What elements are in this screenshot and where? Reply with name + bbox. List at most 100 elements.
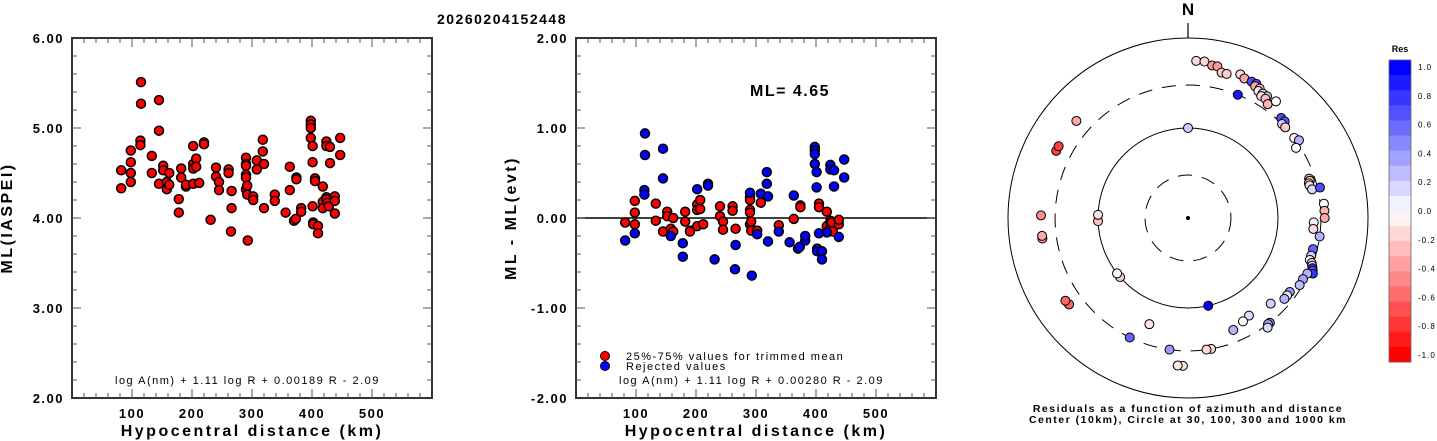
rejected-point [657, 143, 669, 154]
colorbar-border [1388, 59, 1412, 363]
colorbar-cell [1389, 75, 1411, 91]
data-point [146, 167, 158, 179]
data-point [115, 165, 127, 176]
plot1-points [115, 76, 346, 246]
azimuth-residual-plot: N Residuals as a function of azimuth and… [1007, 0, 1369, 426]
station-point [1164, 344, 1175, 355]
colorbar-cell [1389, 211, 1411, 227]
trimmed-point [730, 223, 741, 235]
north-label: N [1182, 0, 1194, 19]
station-point [1144, 319, 1155, 330]
plot2-y-tick-labels: -2.00 -1.00 0.00 1.00 2.00 [531, 31, 568, 406]
data-point [305, 122, 317, 134]
trimmed-point [679, 216, 691, 227]
station-point [1071, 115, 1082, 126]
colorbar-tick-label: 0.2 [1418, 178, 1432, 187]
rejected-point [828, 181, 840, 192]
colorbar-cell [1389, 241, 1411, 257]
data-point [280, 207, 291, 218]
trimmed-point [629, 195, 641, 207]
station-point [1221, 68, 1232, 79]
colorbar-cell [1389, 346, 1411, 363]
rejected-point [821, 227, 833, 238]
data-point [135, 76, 147, 88]
rejected-point [657, 173, 669, 184]
data-point [187, 140, 199, 152]
y-tick-label: 0.00 [537, 211, 568, 226]
data-point [115, 183, 127, 194]
data-point [226, 202, 237, 214]
rejected-point [639, 189, 650, 200]
data-point [163, 179, 175, 190]
colorbar-cell [1389, 286, 1411, 303]
data-point [324, 157, 336, 169]
data-point [198, 138, 210, 150]
colorbar-tick-label: -0.2 [1418, 236, 1436, 245]
trimmed-point [619, 217, 631, 228]
colorbar-cell [1389, 90, 1411, 106]
station-point [1053, 141, 1064, 152]
y-tick-label: 3.00 [33, 301, 64, 316]
colorbar-cell [1389, 301, 1411, 318]
station-point [1093, 209, 1104, 220]
data-point [173, 207, 185, 218]
data-point [317, 181, 329, 192]
data-point [125, 145, 137, 156]
x-tick-label: 200 [683, 406, 709, 421]
station-point [1279, 293, 1290, 304]
rejected-point [811, 182, 822, 193]
data-point [240, 160, 252, 172]
trimmed-point [745, 216, 757, 227]
data-point [309, 175, 321, 187]
ml-vs-distance-plot: 100 200 300 400 500 2.00 3.00 4.00 5.00 6.00 log… [0, 31, 433, 440]
residual-vs-distance-plot: 100 200 300 400 500 -2.00 -1.00 0.00 1.00 2.00 M… [503, 31, 937, 440]
rejected-point [838, 154, 850, 165]
x-tick-label: 500 [359, 406, 385, 421]
data-point [205, 214, 216, 226]
trimmed-point [697, 219, 709, 230]
data-point [146, 150, 158, 162]
x-tick-label: 400 [803, 406, 829, 421]
colorbar-title: Res [1392, 44, 1409, 54]
circle-30km [1144, 174, 1232, 262]
station-point [1314, 182, 1325, 193]
plot2-x-tick-labels: 100 200 300 400 500 [623, 406, 888, 421]
data-point [242, 235, 254, 246]
rejected-point [762, 191, 774, 202]
trimmed-point [667, 212, 679, 224]
plot1-formula: log A(nm) + 1.11 log R + 0.00189 R - 2.0… [115, 375, 380, 387]
trimmed-point [833, 214, 845, 226]
trimmed-point [788, 213, 800, 225]
rejected-point [828, 165, 840, 176]
data-point [210, 162, 222, 173]
rejected-point [639, 149, 651, 161]
colorbar-tick-label: 0.6 [1418, 121, 1432, 130]
station-point [1280, 122, 1291, 133]
x-tick-label: 400 [299, 406, 325, 421]
trimmed-point [679, 206, 691, 217]
station-point [1243, 310, 1254, 321]
plot1-y-tick-labels: 2.00 3.00 4.00 5.00 6.00 [33, 31, 64, 406]
data-point [329, 195, 341, 207]
x-tick-label: 100 [119, 406, 145, 421]
rejected-point [809, 148, 821, 160]
trimmed-point [694, 194, 706, 206]
data-point [153, 125, 165, 136]
colorbar-cell [1389, 105, 1411, 121]
ml-event-label: ML= 4.65 [750, 83, 830, 100]
colorbar-cells [1388, 59, 1412, 363]
rejected-point [729, 264, 741, 275]
colorbar-cell [1389, 150, 1411, 167]
data-point [135, 98, 147, 109]
station-point [1191, 55, 1202, 66]
y-tick-label: -1.00 [531, 301, 568, 316]
station-point [1265, 298, 1276, 309]
rejected-point [761, 178, 773, 190]
data-point [284, 184, 296, 196]
plot1-frame [71, 37, 433, 399]
plot2-x-axis-title: Hypocentral distance (km) [625, 423, 888, 440]
station-point [1308, 223, 1319, 234]
trimmed-point [744, 207, 756, 218]
rejected-point [838, 172, 850, 183]
